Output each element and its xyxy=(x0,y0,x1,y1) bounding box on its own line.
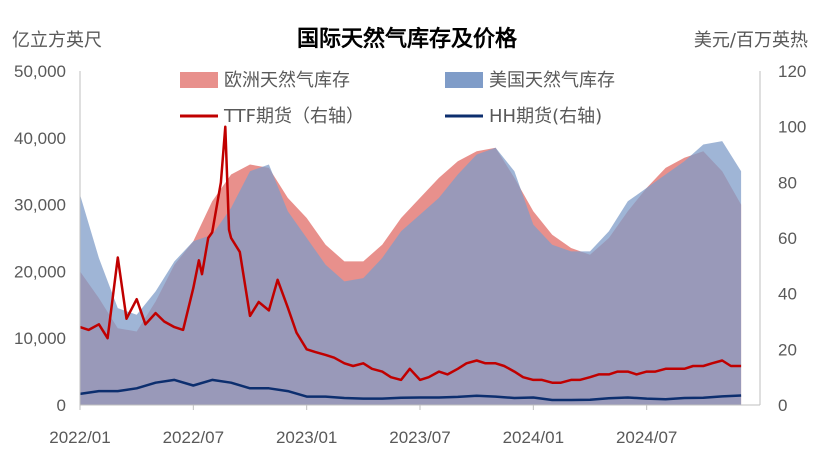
y-right-tick-label: 120 xyxy=(778,62,806,81)
x-tick-label: 2023/01 xyxy=(276,428,337,447)
left-axis-unit: 亿立方英尺 xyxy=(12,30,102,51)
y-right-tick-label: 100 xyxy=(778,118,806,137)
legend-label: TTF期货（右轴） xyxy=(223,106,364,127)
legend-label: 欧洲天然气库存 xyxy=(224,70,350,91)
x-tick-label: 2023/07 xyxy=(389,428,450,447)
y-left-tick-label: 10,000 xyxy=(14,329,66,348)
y-right-tick-label: 0 xyxy=(778,396,787,415)
line-series-2 xyxy=(79,125,742,384)
chart-title: 国际天然气库存及价格 xyxy=(297,26,518,52)
y-right-tick-label: 60 xyxy=(778,229,797,248)
legend-label: 美国天然气库存 xyxy=(489,70,615,91)
y-left-tick-label: 0 xyxy=(57,396,66,415)
area-series-1 xyxy=(80,141,742,405)
right-axis-unit: 美元/百万英热 xyxy=(694,30,808,51)
legend: 欧洲天然气库存 美国天然气库存 TTF期货（右轴） HH期货(右轴) xyxy=(180,70,615,127)
line-series-3 xyxy=(79,378,742,402)
x-tick-label: 2024/01 xyxy=(503,428,564,447)
x-tick-label: 2024/07 xyxy=(616,428,677,447)
x-tick-label: 2022/07 xyxy=(163,428,224,447)
y-right-tick-label: 20 xyxy=(778,340,797,359)
legend-swatch xyxy=(180,72,218,88)
plot-area xyxy=(79,125,742,406)
y-right-tick-label: 40 xyxy=(778,285,797,304)
y-left-tick-label: 30,000 xyxy=(14,196,66,215)
y-left-tick-label: 40,000 xyxy=(14,129,66,148)
legend-swatch xyxy=(445,72,483,88)
legend-label: HH期货(右轴) xyxy=(489,106,602,127)
y-left-tick-label: 50,000 xyxy=(14,62,66,81)
x-tick-label: 2022/01 xyxy=(49,428,110,447)
y-right-tick-label: 80 xyxy=(778,173,797,192)
y-left-tick-label: 20,000 xyxy=(14,262,66,281)
axes: 0 10,000 20,000 30,000 40,000 50,000 0 20 40 60 80… xyxy=(14,62,806,447)
